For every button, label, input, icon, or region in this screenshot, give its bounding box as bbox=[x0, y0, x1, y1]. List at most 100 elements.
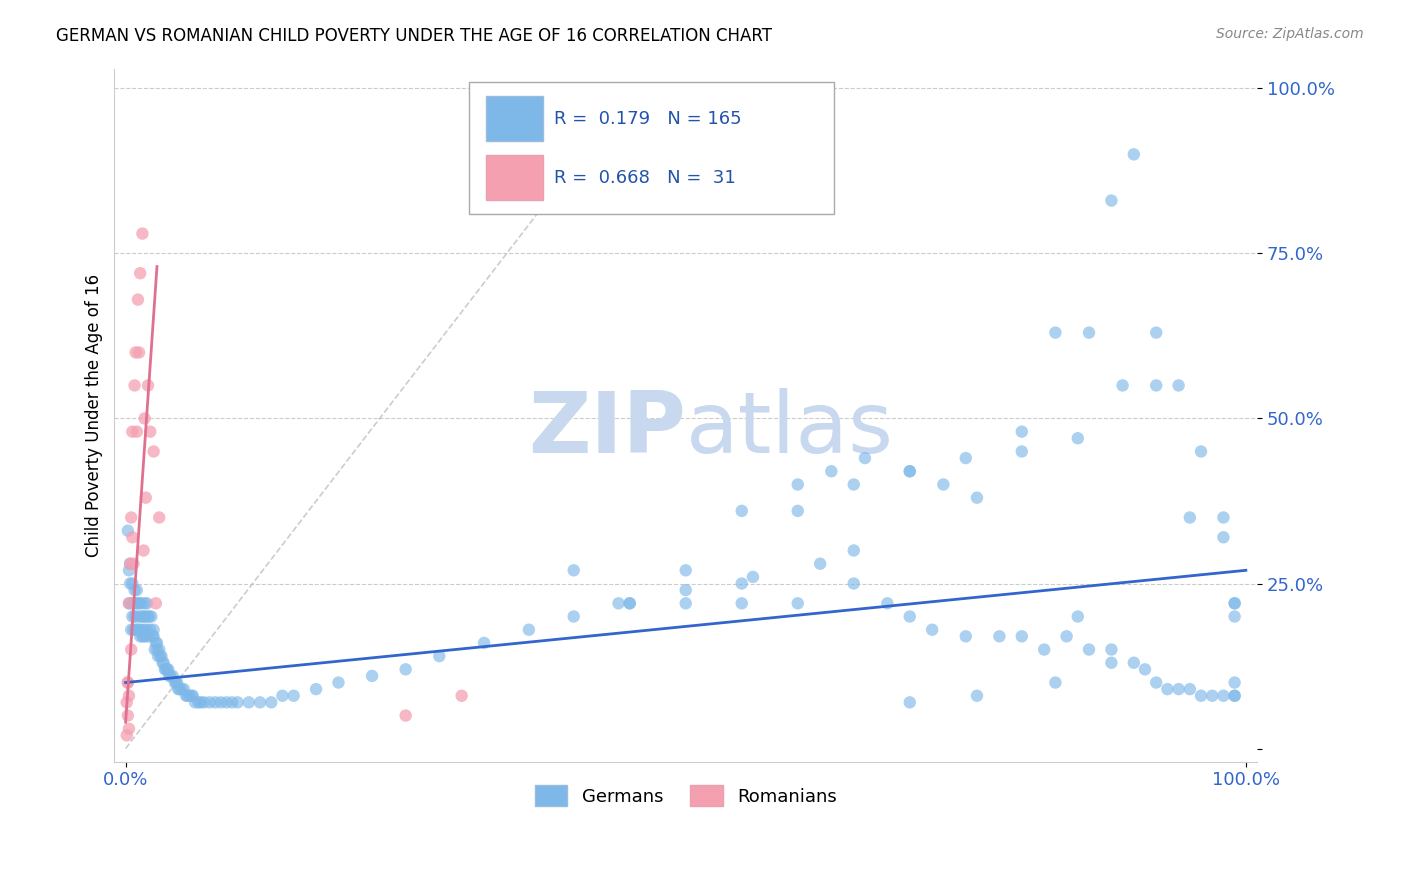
Point bbox=[132, 543, 155, 558]
Point bbox=[1067, 431, 1090, 445]
Point bbox=[1011, 425, 1033, 439]
Point bbox=[619, 596, 641, 610]
Point bbox=[155, 662, 177, 676]
Point bbox=[115, 695, 138, 709]
Text: ZIP: ZIP bbox=[529, 387, 686, 470]
Point bbox=[136, 629, 159, 643]
Point bbox=[921, 623, 943, 637]
Point bbox=[153, 662, 176, 676]
Point bbox=[134, 623, 156, 637]
Point bbox=[115, 728, 138, 742]
Point bbox=[120, 510, 142, 524]
Point bbox=[125, 345, 148, 359]
Point bbox=[1011, 629, 1033, 643]
Point bbox=[146, 642, 169, 657]
Text: GERMAN VS ROMANIAN CHILD POVERTY UNDER THE AGE OF 16 CORRELATION CHART: GERMAN VS ROMANIAN CHILD POVERTY UNDER T… bbox=[56, 27, 772, 45]
Point bbox=[121, 609, 143, 624]
Point bbox=[932, 477, 955, 491]
Point bbox=[132, 609, 155, 624]
Point bbox=[156, 662, 179, 676]
Point bbox=[472, 636, 495, 650]
Point bbox=[221, 695, 243, 709]
Point bbox=[1189, 689, 1212, 703]
Point bbox=[1223, 609, 1246, 624]
Point bbox=[124, 583, 146, 598]
Point bbox=[180, 689, 202, 703]
Point bbox=[181, 689, 204, 703]
Point bbox=[167, 682, 190, 697]
Point bbox=[118, 563, 141, 577]
Y-axis label: Child Poverty Under the Age of 16: Child Poverty Under the Age of 16 bbox=[86, 274, 103, 557]
Point bbox=[1144, 378, 1167, 392]
Point bbox=[117, 675, 139, 690]
Point bbox=[517, 623, 540, 637]
Point bbox=[149, 649, 172, 664]
Point bbox=[842, 477, 865, 491]
Point bbox=[742, 570, 765, 584]
Point bbox=[131, 629, 153, 643]
Point bbox=[138, 609, 160, 624]
Point bbox=[128, 345, 150, 359]
Point bbox=[1099, 194, 1122, 208]
Point bbox=[174, 689, 197, 703]
Point bbox=[121, 425, 143, 439]
Point bbox=[121, 530, 143, 544]
Point bbox=[988, 629, 1011, 643]
Point bbox=[184, 695, 207, 709]
Point bbox=[150, 649, 173, 664]
Point bbox=[145, 596, 167, 610]
Point bbox=[152, 656, 174, 670]
Point bbox=[134, 411, 156, 425]
Point bbox=[135, 629, 157, 643]
Point bbox=[898, 609, 921, 624]
Point bbox=[120, 557, 142, 571]
Point bbox=[179, 689, 201, 703]
Point bbox=[305, 682, 328, 697]
Point bbox=[120, 642, 142, 657]
Text: R =  0.179   N = 165: R = 0.179 N = 165 bbox=[554, 110, 742, 128]
Point bbox=[876, 596, 898, 610]
Point bbox=[117, 708, 139, 723]
Point bbox=[898, 464, 921, 478]
FancyBboxPatch shape bbox=[468, 82, 834, 214]
Point bbox=[173, 682, 195, 697]
Point bbox=[145, 636, 167, 650]
Point bbox=[283, 689, 305, 703]
Point bbox=[127, 623, 149, 637]
Legend: Germans, Romanians: Germans, Romanians bbox=[526, 776, 846, 815]
Point bbox=[1099, 642, 1122, 657]
Point bbox=[1223, 675, 1246, 690]
Text: Source: ZipAtlas.com: Source: ZipAtlas.com bbox=[1216, 27, 1364, 41]
Point bbox=[1223, 689, 1246, 703]
Point bbox=[1078, 642, 1101, 657]
Point bbox=[853, 451, 876, 466]
Point bbox=[117, 524, 139, 538]
Point bbox=[1111, 378, 1133, 392]
Point bbox=[141, 629, 163, 643]
FancyBboxPatch shape bbox=[485, 96, 543, 141]
Point bbox=[1122, 656, 1144, 670]
Point bbox=[152, 656, 174, 670]
Point bbox=[786, 596, 808, 610]
Point bbox=[1045, 326, 1067, 340]
Point bbox=[169, 682, 191, 697]
Point bbox=[128, 596, 150, 610]
Point bbox=[129, 629, 152, 643]
Point bbox=[1223, 596, 1246, 610]
Point bbox=[139, 425, 162, 439]
Point bbox=[1189, 444, 1212, 458]
Point bbox=[786, 477, 808, 491]
Point bbox=[124, 378, 146, 392]
Point bbox=[1167, 378, 1189, 392]
Point bbox=[1167, 682, 1189, 697]
Point bbox=[1099, 656, 1122, 670]
Point bbox=[129, 623, 152, 637]
Point bbox=[786, 504, 808, 518]
Point bbox=[118, 689, 141, 703]
Point bbox=[190, 695, 212, 709]
Point bbox=[1067, 609, 1090, 624]
Point bbox=[142, 444, 165, 458]
Point bbox=[125, 596, 148, 610]
Point bbox=[122, 623, 145, 637]
Point bbox=[165, 675, 187, 690]
